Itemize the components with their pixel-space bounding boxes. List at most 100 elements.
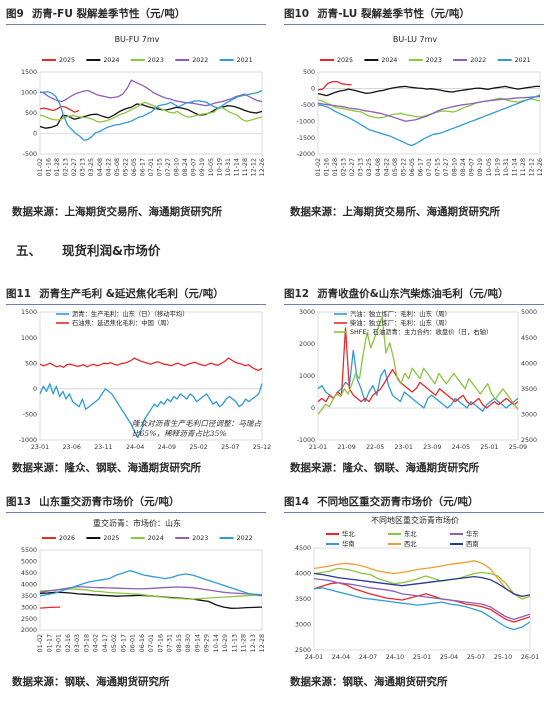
- y-tick-label: -500: [23, 151, 37, 158]
- x-tick-label: 04-02: [93, 634, 100, 652]
- y-tick-label: 3000: [299, 309, 315, 316]
- series-line: [39, 588, 263, 600]
- series-line: [313, 582, 531, 623]
- x-tick-label: 25-04: [440, 654, 458, 661]
- y-tick-label: 0: [33, 386, 37, 393]
- x-tick-label: 08-30: [185, 634, 192, 652]
- y-tick-label: -1000: [297, 118, 315, 125]
- plot-frame: [317, 71, 541, 155]
- legend-label: 2025: [59, 57, 75, 64]
- x-tick-label: 23-01: [31, 444, 49, 451]
- legend-label: 2026: [59, 535, 75, 542]
- x-tick-label: 06-05: [409, 158, 416, 176]
- y-tick-label: 4000: [21, 581, 37, 588]
- legend-label: 2023: [192, 535, 208, 542]
- legend-label: SHFE：石油沥青：主力合约：收盘价（日，右轴）: [350, 327, 492, 336]
- legend-label: 2023: [426, 57, 442, 64]
- x-tick-label: 12-13: [250, 634, 257, 652]
- chart-svg: -1000 0 1000 2000 3000 2500 3000 3500 4000 4500 50…: [297, 309, 537, 451]
- x-tick-label: 09-14: [194, 634, 201, 652]
- x-tick-label: 11-28: [242, 158, 249, 176]
- x-tick-label: 10-19: [216, 158, 223, 176]
- series-line: [313, 587, 531, 631]
- y-tick-label: 500: [303, 69, 315, 76]
- figure-number: 图13: [6, 496, 32, 508]
- figure-number: 图10: [284, 8, 310, 20]
- plot-frame: [317, 311, 519, 441]
- series-line: [317, 316, 519, 415]
- y-tick-label: 2000: [21, 627, 37, 634]
- x-tick-label: 07-15: [157, 158, 164, 176]
- chart-bu-fu-seasonality: BU-FU 7mv -500 0 500 1000 1500 01-02 01-16 01-28…: [6, 28, 268, 196]
- y-tick-label: 1000: [299, 373, 315, 380]
- x-tick-label: 03-25: [366, 158, 373, 176]
- series-line: [317, 349, 519, 412]
- chart-svg: 不同地区重交沥青市场价 2500 3000 3500 4000 4500 24-01 24-0…: [295, 515, 539, 661]
- x-tick-label: 05-08: [114, 158, 121, 176]
- x-tick-label: 25-02: [189, 444, 207, 451]
- y-right-tick-label: 5000: [521, 309, 537, 316]
- legend-label: 2022: [470, 57, 486, 64]
- x-tick-label: 05-17: [120, 634, 127, 652]
- x-tick-label: 24-01: [305, 654, 323, 661]
- legend-label: 2024: [381, 57, 397, 64]
- y-tick-label: 0: [311, 86, 315, 93]
- y-tick-label: 3000: [295, 622, 311, 629]
- figure-caption: 沥青-FU 裂解差季节性（元/吨）: [31, 8, 186, 20]
- y-tick-label: 1000: [21, 90, 37, 97]
- y-tick-label: -2000: [297, 151, 315, 158]
- chart-bu-lu-seasonality: BU-LU 7mv -2000 -1500 -1000 -500 0 500 01-02 01-…: [284, 28, 546, 196]
- section-number: 五、: [16, 243, 42, 258]
- legend-label: 2022: [192, 57, 208, 64]
- series-line: [317, 327, 519, 409]
- series-line: [313, 572, 531, 598]
- chart-svg: 重交沥青：市场价：山东 2000 2500 3000 3500 4000 4500 5000 5…: [21, 518, 266, 652]
- x-tick-label: 02-01: [56, 634, 63, 652]
- x-tick-label: 05-08: [392, 158, 399, 176]
- series-line: [313, 560, 531, 598]
- x-tick-label: 23-06: [63, 444, 81, 451]
- y-tick-label: 0: [311, 405, 315, 412]
- chart-title: BU-LU 7mv: [393, 35, 438, 44]
- x-tick-label: 06-01: [130, 634, 137, 652]
- x-tick-label: 10-31: [225, 158, 232, 176]
- x-tick-label: 24-07: [359, 654, 377, 661]
- figure-header-9: 图9 沥青-FU 裂解差季节性（元/吨）: [6, 6, 266, 25]
- x-tick-label: 25-12: [253, 444, 271, 451]
- x-tick-label: 25-01: [480, 444, 498, 451]
- x-tick-label: 25-07: [221, 444, 239, 451]
- legend-label: 汽油：独立炼厂：毛利：山东（周）: [350, 309, 451, 318]
- x-tick-label: 01-17: [46, 634, 53, 652]
- y-tick-label: 5500: [21, 547, 37, 554]
- x-tick-label: 05-02: [111, 634, 118, 652]
- legend-label: 沥青：生产毛利：山东（日）（移动平均）: [72, 309, 189, 318]
- figure-header-12: 图12 沥青收盘价&山东汽柴炼油毛利（元/吨）: [284, 286, 544, 305]
- y-tick-label: 5000: [21, 559, 37, 566]
- chart-svg: -1000 -500 0 500 1000 1500 23-01 23-06 23-11 24-0…: [19, 309, 271, 451]
- x-tick-label: 07-16: [157, 634, 164, 652]
- x-tick-label: 12-26: [537, 158, 544, 176]
- x-tick-label: 02-27: [71, 158, 78, 176]
- chart-title: 不同地区重交沥青市场价: [371, 515, 459, 525]
- x-tick-label: 09-29: [204, 634, 211, 652]
- x-tick-label: 11-28: [241, 634, 248, 652]
- plot-frame: [39, 71, 263, 155]
- y-tick-label: -1500: [297, 135, 315, 142]
- section-title: 现货利润&市场价: [62, 243, 161, 258]
- x-tick-label: 10-05: [486, 158, 493, 176]
- x-tick-label: 10-19: [494, 158, 501, 176]
- series-line: [39, 569, 263, 597]
- x-tick-label: 24-05: [452, 444, 470, 451]
- legend-label: 西南: [466, 539, 479, 548]
- x-tick-label: 01-28: [54, 158, 61, 176]
- y-tick-label: 0: [33, 131, 37, 138]
- x-tick-label: 11-28: [520, 158, 527, 176]
- x-tick-label: 26-01: [521, 654, 539, 661]
- x-tick-label: 12-26: [259, 158, 266, 176]
- legend-label: 华东: [466, 529, 479, 538]
- x-tick-label: 07-01: [426, 158, 433, 176]
- plot-frame: [313, 547, 531, 651]
- x-tick-label: 11-14: [511, 158, 518, 176]
- series-line: [39, 105, 80, 113]
